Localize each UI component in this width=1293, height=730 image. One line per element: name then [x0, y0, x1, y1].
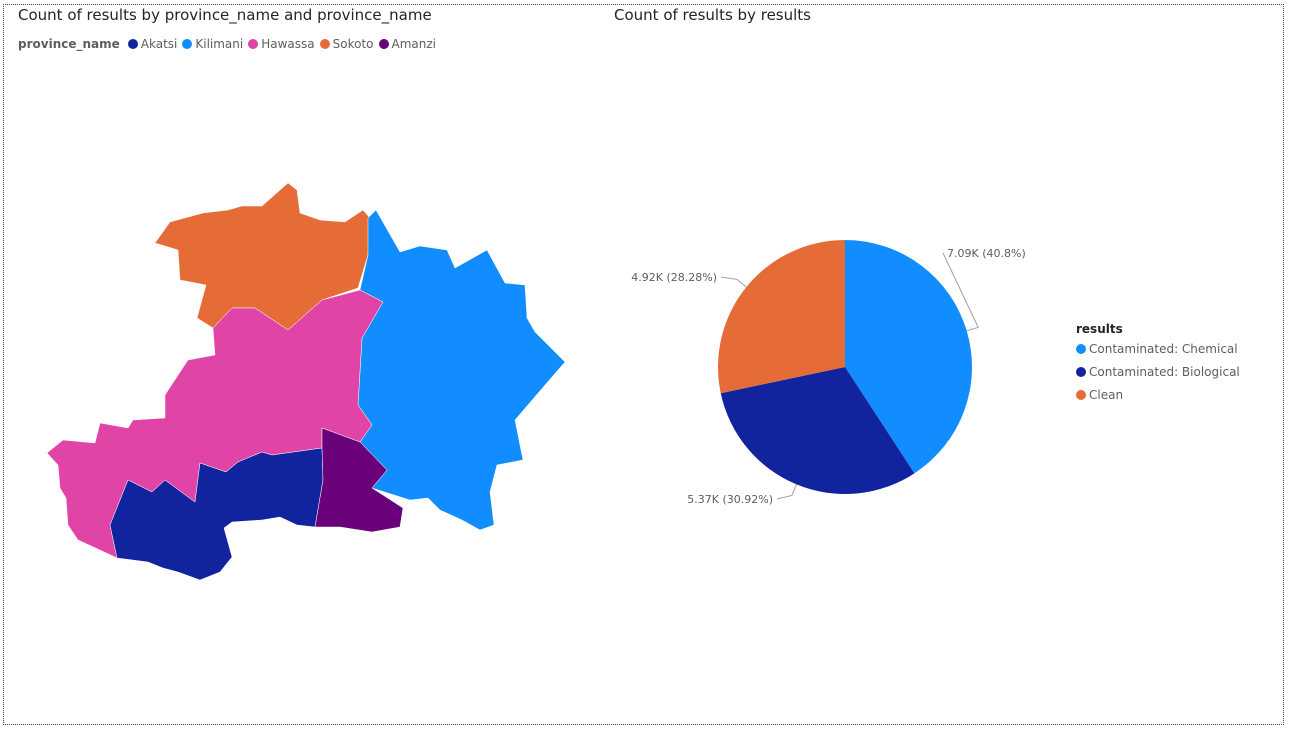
pie-title: Count of results by results [614, 6, 811, 24]
legend-dot-icon [378, 39, 389, 49]
pie-data-label-1: 7.09K (40.8%) [947, 247, 1026, 260]
legend-label: Hawassa [261, 37, 315, 51]
legend-label: Kilimani [195, 37, 244, 51]
map-legend-item-amanzi[interactable]: Amanzi [378, 37, 437, 51]
region-amanzi[interactable] [314, 427, 404, 533]
pie-data-label-3: 4.92K (28.28%) [631, 271, 717, 284]
map-legend-item-kilimani[interactable]: Kilimani [182, 37, 243, 51]
legend-dot-icon [1076, 367, 1086, 377]
legend-label: Contaminated: Biological [1089, 365, 1240, 379]
map-legend-item-sokoto[interactable]: Sokoto [319, 37, 374, 51]
map-legend-item-akatsi[interactable]: Akatsi [127, 37, 178, 51]
pie-leader-line-2 [776, 484, 797, 500]
map-legend: province_name Akatsi Kilimani Hawassa So… [18, 37, 441, 51]
pie-legend: results Contaminated: Chemical Contamina… [1076, 322, 1245, 411]
legend-label: Amanzi [391, 37, 437, 51]
legend-dot-icon [182, 39, 193, 49]
legend-dot-icon [1076, 344, 1086, 354]
pie-leader-line-1 [942, 252, 979, 332]
legend-label: Sokoto [332, 37, 374, 51]
pie-leader-line-3 [720, 276, 747, 288]
pie-slice-1[interactable] [845, 240, 973, 474]
legend-dot-icon [248, 39, 259, 49]
legend-label: Akatsi [140, 37, 178, 51]
legend-label: Contaminated: Chemical [1089, 342, 1238, 356]
legend-dot-icon [319, 39, 330, 49]
pie-slice-3[interactable] [718, 240, 845, 394]
map-legend-item-hawassa[interactable]: Hawassa [248, 37, 315, 51]
pie-slice-2[interactable] [720, 367, 915, 494]
map-title: Count of results by province_name and pr… [18, 6, 432, 24]
report-canvas [3, 4, 1284, 725]
pie-legend-item-clean[interactable]: Clean [1076, 388, 1240, 402]
pie-legend-item-biological[interactable]: Contaminated: Biological [1076, 365, 1240, 379]
map-legend-title: province_name [18, 37, 120, 51]
legend-dot-icon [1076, 390, 1086, 400]
pie-data-label-2: 5.37K (30.92%) [687, 493, 773, 506]
legend-dot-icon [127, 39, 138, 49]
pie-chart: 7.09K (40.8%) 5.37K (30.92%) 4.92K (28.28%… [631, 240, 1026, 506]
region-kilimani[interactable] [357, 209, 566, 531]
pie-legend-item-chemical[interactable]: Contaminated: Chemical [1076, 342, 1240, 356]
pie-legend-title: results [1076, 322, 1123, 336]
legend-label: Clean [1089, 388, 1124, 402]
